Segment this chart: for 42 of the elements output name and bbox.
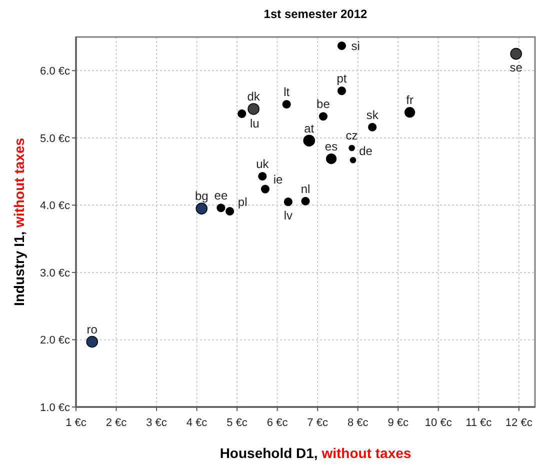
annotation: ro: [86, 322, 98, 336]
x-tick-label: 9 €c: [388, 417, 409, 429]
annotation: nl: [300, 182, 310, 196]
chart-title: 1st semester 2012: [264, 7, 368, 21]
annotation: lu: [250, 116, 260, 130]
x-tick-label: 8 €c: [347, 417, 369, 429]
annotation: si: [351, 38, 360, 53]
x-tick-label: 11 €c: [466, 417, 492, 429]
x-tick-label: 4 €c: [186, 417, 208, 429]
annotation: be: [316, 97, 330, 112]
y-axis-title: Industry I1, without taxes: [11, 138, 27, 306]
annotation: dk: [247, 90, 261, 104]
x-tick-label: 1 €c: [66, 417, 87, 429]
y-tick-label: 6.0 €c: [40, 65, 70, 78]
y-tick-label: 5.0 €c: [40, 132, 70, 145]
annotation: ee: [214, 188, 228, 203]
x-tick-label: 10 €c: [424, 417, 452, 429]
annotation: cz: [346, 128, 358, 143]
annotation: uk: [256, 156, 270, 171]
annotation: fr: [406, 93, 414, 108]
x-tick-label: 2 €c: [106, 417, 128, 429]
annotation: es: [324, 139, 338, 154]
x-tick-label: 5 €c: [226, 417, 248, 429]
annotation: lv: [284, 208, 293, 223]
annotation: bg: [194, 189, 208, 204]
x-tick-label: 7 €c: [307, 417, 328, 429]
x-tick-label: 3 €c: [146, 417, 168, 429]
annotation: pt: [336, 72, 348, 86]
annotation: lt: [284, 84, 290, 99]
y-tick-label: 2.0 €c: [40, 334, 70, 347]
x-tick-label: 12 €c: [505, 417, 533, 429]
annotation: pl: [238, 194, 248, 209]
y-tick-label: 1.0 €c: [40, 402, 70, 414]
y-tick-label: 3.0 €c: [40, 267, 70, 280]
x-tick-label: 6 €c: [266, 417, 288, 429]
annotation: sk: [366, 108, 380, 122]
annotation: de: [359, 144, 373, 158]
annotation: ie: [273, 172, 284, 187]
annotation: se: [510, 60, 523, 75]
x-axis-title: Household D1, without taxes: [220, 445, 412, 461]
annotation: at: [304, 121, 315, 136]
y-tick-label: 4.0 €c: [40, 200, 70, 212]
